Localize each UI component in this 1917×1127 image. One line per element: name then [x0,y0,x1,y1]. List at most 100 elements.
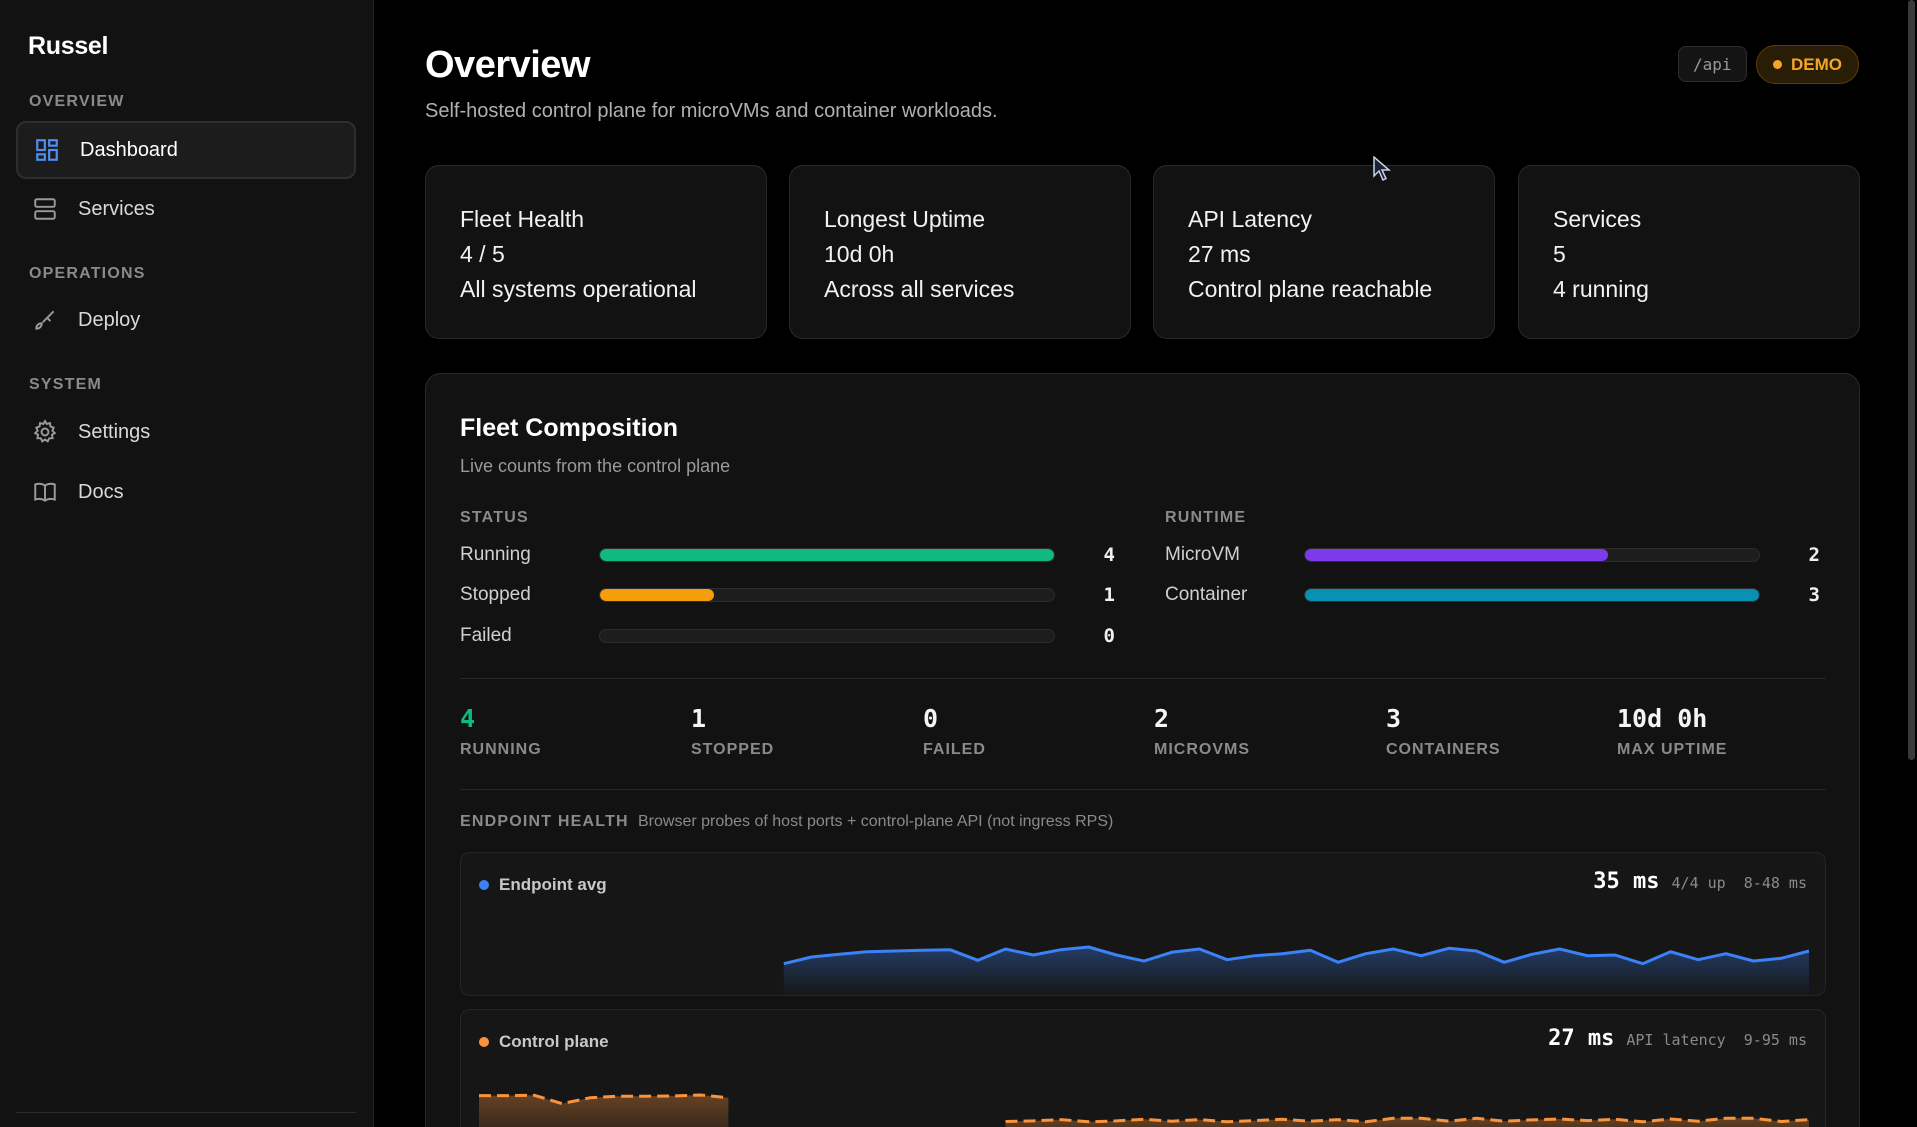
series-dot-icon [479,1037,489,1047]
bar-count: 2 [1808,544,1820,566]
stat-title: Fleet Health [460,206,585,232]
bar-track [1304,588,1760,602]
kpi-label: RUNNING [460,741,542,758]
sidebar-divider [16,1112,356,1113]
bar-label: MicroVM [1165,544,1240,565]
dashboard-grid-icon [34,137,60,163]
stat-title: Services [1553,206,1642,232]
kpi-label: MAX UPTIME [1617,741,1728,758]
demo-badge-label: DEMO [1791,54,1842,74]
kpi-failed: 0 FAILED [923,704,986,759]
chart-name-label: Endpoint avg [499,875,607,894]
kpi-value: 1 [691,704,707,733]
bar-row-stopped: Stopped 1 [460,583,1115,607]
chart-card-endpoint-avg: Endpoint avg 35 ms 4/4 up 8-48 ms [460,852,1826,996]
sidebar-item-dashboard[interactable]: Dashboard [16,121,356,179]
stat-note: 4 running [1553,276,1649,302]
kpi-stopped: 1 STOPPED [691,704,774,759]
sidebar-item-label: Settings [78,420,151,443]
sidebar-item-deploy[interactable]: Deploy [16,291,356,349]
series-dot-icon [479,880,489,890]
bar-track [599,588,1055,602]
bar-label: Running [460,544,531,565]
kpi-value: 2 [1154,704,1170,733]
bar-count: 1 [1103,584,1115,606]
chart-card-control-plane: Control plane 27 ms API latency 9-95 ms [460,1009,1826,1127]
bar-label: Failed [460,625,512,646]
nav-section-overview: OVERVIEW [29,93,125,110]
nav-section-system: SYSTEM [29,376,102,393]
bar-count: 4 [1103,544,1115,566]
endpoint-health-label: ENDPOINT HEALTH [460,813,629,830]
bar-fill-microvm [1305,549,1608,561]
sidebar-item-label: Deploy [78,308,141,331]
sparkline-line [479,1093,729,1106]
kpi-label: STOPPED [691,741,775,758]
api-chip[interactable]: /api [1678,46,1747,82]
book-icon [32,479,58,505]
bar-track [599,629,1055,643]
chart-value: 27 ms [1548,1026,1615,1051]
chart-meta: 35 ms 4/4 up 8-48 ms [1593,869,1807,894]
stat-title: Longest Uptime [824,206,986,232]
chart-meta: 27 ms API latency 9-95 ms [1548,1026,1807,1051]
kpi-running: 4 RUNNING [460,704,542,759]
sparkline-area [783,947,1809,995]
stat-value: 27 ms [1188,241,1251,267]
kpi-value: 10d 0h [1617,704,1708,733]
chart-name: Control plane [479,1032,609,1052]
stat-value: 10d 0h [824,241,895,267]
sidebar-item-services[interactable]: Services [16,180,356,238]
divider [460,678,1826,679]
fleet-composition-panel: Fleet Composition Live counts from the c… [425,373,1860,1127]
runtime-group-label: RUNTIME [1165,509,1247,526]
stat-card-api-latency: API Latency 27 ms Control plane reachabl… [1153,165,1495,339]
bar-label: Container [1165,584,1248,605]
status-dot-icon [1773,60,1782,69]
status-group-label: STATUS [460,509,529,526]
sparkline-area [479,1095,729,1127]
stat-card-longest-uptime: Longest Uptime 10d 0h Across all service… [789,165,1131,339]
bar-track [1304,548,1760,562]
chart-name: Endpoint avg [479,875,607,895]
sidebar-item-label: Dashboard [80,138,178,161]
kpi-value: 0 [923,704,939,733]
stat-note: Across all services [824,276,1015,302]
scrollbar[interactable] [1908,0,1915,760]
endpoint-avg-sparkline [783,945,1810,995]
chart-value: 35 ms [1593,869,1660,894]
sidebar-item-label: Docs [78,480,124,503]
page-title: Overview [425,44,591,86]
kpi-value: 4 [460,704,476,733]
bar-row-running: Running 4 [460,543,1115,567]
sidebar-item-docs[interactable]: Docs [16,463,356,521]
server-stack-icon [32,196,58,222]
stat-card-fleet-health: Fleet Health 4 / 5 All systems operation… [425,165,767,339]
stat-note: Control plane reachable [1188,276,1433,302]
sparkline-line [783,945,1810,966]
bar-row-container: Container 3 [1165,583,1820,607]
bar-row-failed: Failed 0 [460,624,1115,648]
sidebar-item-settings[interactable]: Settings [16,403,356,461]
kpi-max-uptime: 10d 0h MAX UPTIME [1617,704,1727,759]
gear-icon [32,419,58,445]
kpi-label: FAILED [923,741,986,758]
stat-card-services: Services 5 4 running [1518,165,1860,339]
stat-note: All systems operational [460,276,697,302]
page-subtitle: Self-hosted control plane for microVMs a… [425,100,998,122]
stat-title: API Latency [1188,206,1313,232]
endpoint-health-description: Browser probes of host ports + control-p… [638,813,1114,830]
bar-count: 0 [1103,625,1115,647]
bar-count: 3 [1808,584,1820,606]
bar-track [599,548,1055,562]
mouse-cursor-icon [1373,156,1392,182]
kpi-label: MICROVMS [1154,741,1250,758]
bar-fill-stopped [600,589,714,601]
chart-name-label: Control plane [499,1032,609,1051]
brand-logo[interactable]: Russel [28,32,109,60]
stat-value: 5 [1553,241,1566,267]
chart-detail: API latency 9-95 ms [1626,1031,1807,1049]
control-plane-sparkline [479,1093,1810,1127]
bar-row-microvm: MicroVM 2 [1165,543,1820,567]
bar-label: Stopped [460,584,531,605]
